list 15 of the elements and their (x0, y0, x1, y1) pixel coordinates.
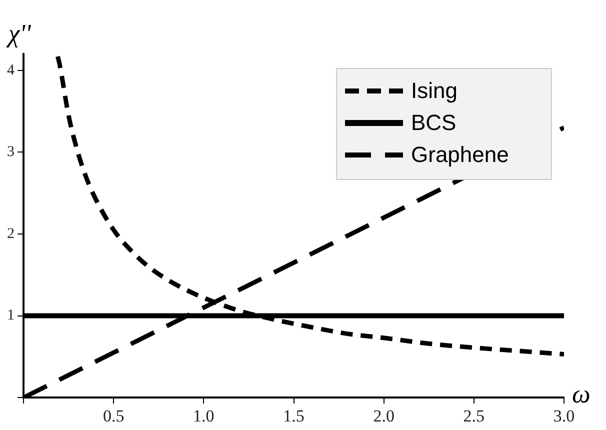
legend-label: BCS (411, 110, 456, 136)
x-tick-label: 2.0 (373, 406, 394, 426)
x-tick-label: 0.5 (102, 406, 124, 426)
y-tick-label: 4 (7, 62, 15, 78)
y-tick-label: 1 (7, 308, 14, 324)
x-tick-label: 2.5 (463, 406, 485, 426)
y-axis-title: χ'' (5, 18, 32, 48)
x-tick-label: 1.0 (193, 406, 214, 426)
y-tick-label: 2 (7, 226, 14, 242)
legend-label: Ising (411, 78, 458, 104)
x-tick-label: 3.0 (553, 406, 575, 426)
x-axis-title: ω (572, 379, 590, 408)
x-tick-label: 1.5 (283, 406, 304, 426)
y-tick-label: 3 (7, 144, 14, 160)
legend-label: Graphene (411, 142, 509, 168)
